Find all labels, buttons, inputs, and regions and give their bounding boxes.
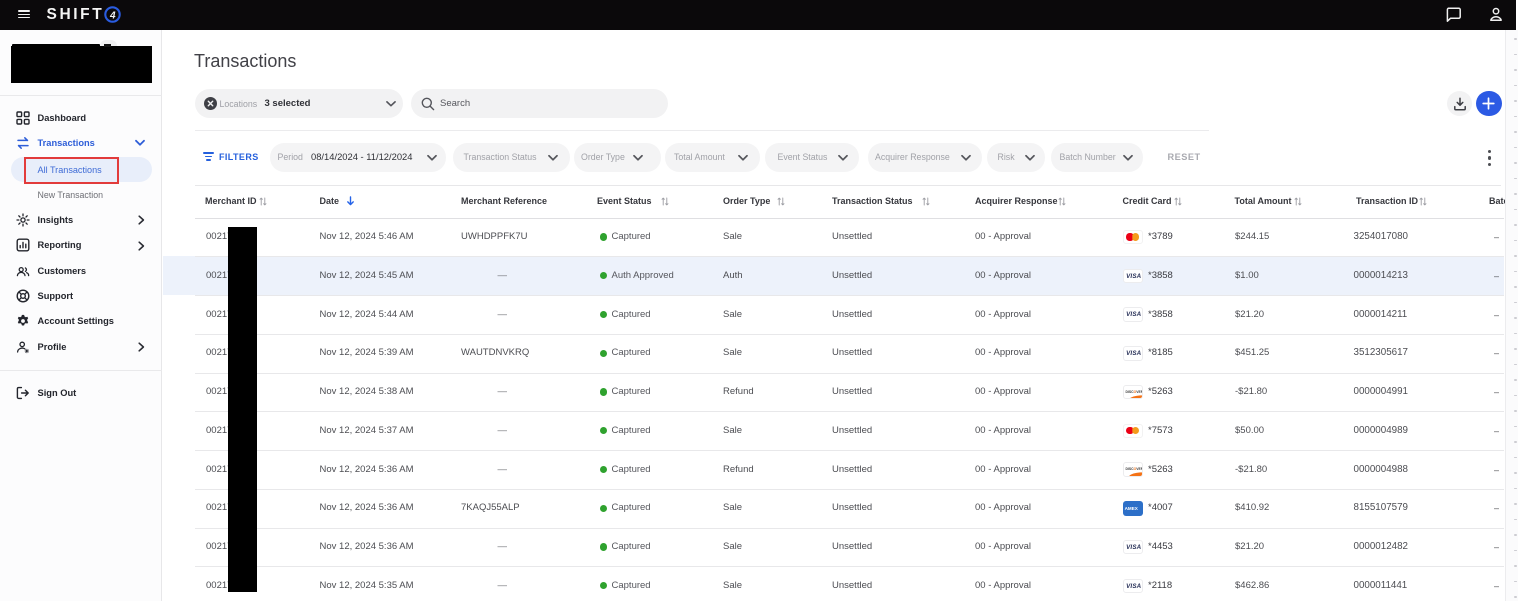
svg-text:4: 4 (109, 10, 116, 21)
